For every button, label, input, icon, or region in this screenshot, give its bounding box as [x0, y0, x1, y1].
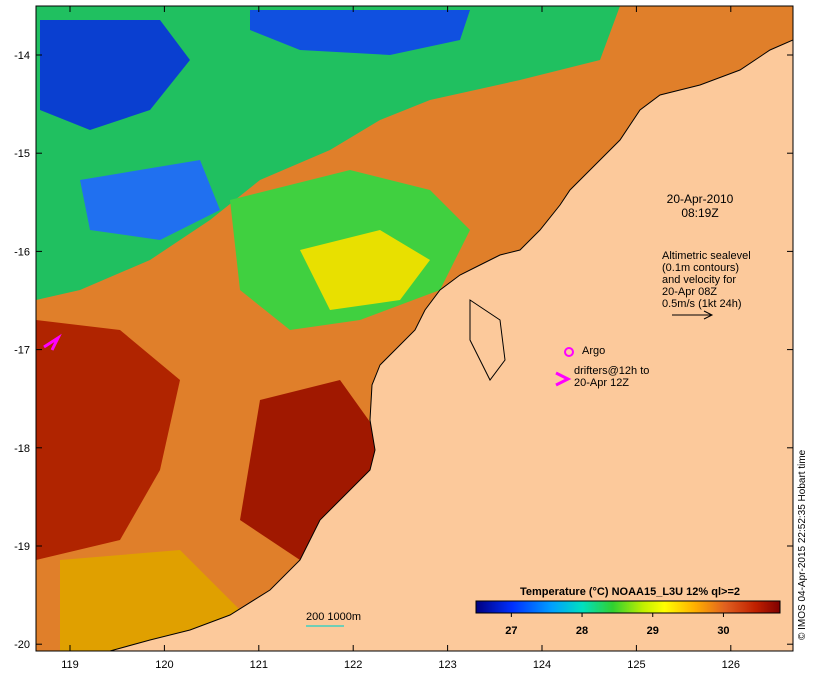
blue-water-patch-2 [250, 10, 470, 55]
altimetry-note-line: (0.1m contours) [662, 262, 740, 274]
lat-tick-label: -15 [14, 148, 30, 160]
credit-text: © IMOS 04-Apr-2015 22:52:35 Hobart time [797, 449, 808, 640]
drifters-note: drifters@12h to 20-Apr 12Z [574, 365, 649, 389]
lon-tick-label: 126 [722, 659, 740, 671]
time-label: 08:19Z [681, 206, 719, 220]
land-inlet [469, 299, 506, 381]
lon-tick-label: 124 [533, 659, 551, 671]
lat-tick-label: -16 [14, 246, 30, 258]
lon-tick-label: 120 [155, 659, 173, 671]
yellow-band [300, 230, 430, 310]
lon-tick-label: 121 [250, 659, 268, 671]
depth-contour-label: 200 1000m [306, 611, 362, 623]
date-label: 20-Apr-2010 [666, 192, 734, 206]
altimetry-note-line: Altimetric sealevel [662, 250, 751, 262]
colorbar-tick-label: 30 [717, 625, 729, 637]
lat-tick-label: -17 [14, 345, 30, 357]
argo-marker [564, 347, 574, 357]
altimetry-note-line: 0.5m/s (1kt 24h) [662, 298, 742, 310]
colorbar-title: Temperature (°C) NOAA15_L3U 12% ql>=2 [520, 586, 740, 598]
colorbar-tick-label: 28 [576, 625, 588, 637]
colorbar-ticks: 27 28 29 30 [505, 613, 730, 637]
lat-tick-label: -14 [14, 50, 30, 62]
velocity-scale-arrow [672, 310, 714, 320]
warm-water-south [36, 320, 180, 560]
lon-tick-label: 125 [627, 659, 645, 671]
colorbar-tick-label: 29 [647, 625, 659, 637]
latitude-axis: -14 -15 -16 -17 -18 -19 -20 [14, 50, 793, 651]
blue-water-patch [40, 20, 190, 130]
argo-label: Argo [582, 345, 606, 357]
lat-tick-label: -18 [14, 443, 30, 455]
lon-tick-label: 123 [438, 659, 456, 671]
drifter-marker [555, 371, 572, 387]
colorbar-tick-label: 27 [505, 625, 517, 637]
lon-tick-label: 122 [344, 659, 362, 671]
lat-tick-label: -19 [14, 541, 30, 553]
map-frame [35, 5, 794, 652]
drifters-note-line: drifters@12h to [574, 365, 650, 377]
lat-tick-label: -20 [14, 639, 30, 651]
colorbar [475, 600, 781, 614]
drifters-note-line: 20-Apr 12Z [574, 377, 630, 389]
blue-water-patch-3 [80, 160, 220, 240]
land-mass [109, 39, 793, 651]
lon-tick-label: 119 [61, 659, 79, 671]
altimetry-note-line: 20-Apr 08Z [662, 286, 718, 298]
drifter-marker-west [43, 333, 62, 351]
longitude-axis: 119 120 121 122 123 124 125 126 [61, 6, 740, 671]
altimetry-note: Altimetric sealevel (0.1m contours) and … [662, 250, 751, 310]
altimetry-note-line: and velocity for [662, 274, 736, 286]
